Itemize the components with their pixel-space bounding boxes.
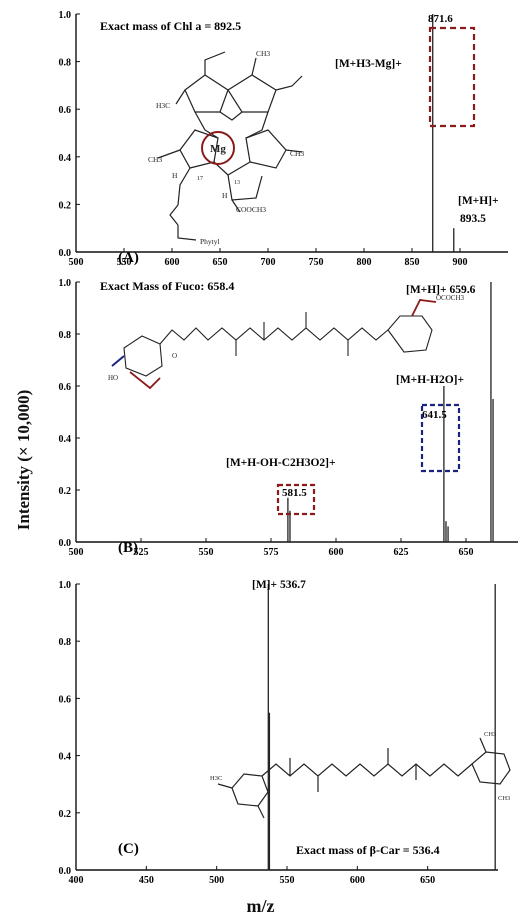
peak-536-label: [M]+ 536.7 bbox=[252, 579, 306, 591]
o-label: O bbox=[172, 352, 177, 360]
h3c-label: H3C bbox=[156, 101, 170, 110]
y-tick-label: 1.0 bbox=[59, 580, 72, 591]
c17-label: 17 bbox=[197, 176, 203, 182]
ch3-label-a: CH3 bbox=[290, 149, 304, 158]
peak-581-ion: [M+H-OH-C2H3O2]+ bbox=[226, 457, 336, 469]
y-tick-label: 0.6 bbox=[59, 694, 72, 705]
ch3-label-c1: CH3 bbox=[484, 731, 496, 738]
y-tick-label: 0.6 bbox=[59, 105, 72, 116]
fucoxanthin-structure bbox=[111, 299, 437, 390]
peak-641-ion: [M+H-H2O]+ bbox=[396, 374, 464, 386]
y-tick-label: 0.4 bbox=[59, 434, 72, 445]
panel-c-peaks bbox=[267, 584, 496, 870]
y-tick-label: 0.0 bbox=[59, 538, 72, 549]
y-tick-label: 0.8 bbox=[59, 330, 72, 341]
peak-659-label: [M+H]+ 659.6 bbox=[406, 284, 476, 296]
x-tick-label: 600 bbox=[165, 257, 180, 268]
x-tick-label: 450 bbox=[139, 875, 154, 886]
panel-a-annotation: Exact mass of Chl a = 892.5 bbox=[100, 19, 241, 33]
peak-871-value: 871.6 bbox=[428, 13, 453, 25]
h3c-label-c: H3C bbox=[210, 775, 222, 782]
panel-b-annotation: Exact Mass of Fuco: 658.4 bbox=[100, 279, 234, 293]
ch3-label-c: CH3 bbox=[148, 155, 162, 164]
panel-a-label: (A) bbox=[118, 250, 139, 266]
x-tick-label: 600 bbox=[350, 875, 365, 886]
y-tick-label: 0.6 bbox=[59, 382, 72, 393]
y-tick-label: 0.2 bbox=[59, 809, 72, 820]
peak-581-value: 581.5 bbox=[282, 487, 307, 499]
ch3-label-c2: CH3 bbox=[498, 795, 510, 802]
panel-a-peaks bbox=[432, 14, 455, 252]
panel-a-axes: 0.0 0.2 0.4 0.6 0.8 1.0 500 550 600 650 700 750 800 8… bbox=[59, 10, 508, 268]
panel-a: 0.0 0.2 0.4 0.6 0.8 1.0 500 550 600 650 700 750 800 8… bbox=[59, 10, 508, 268]
panel-c: 0.0 0.2 0.4 0.6 0.8 1.0 400 450 500 550 600 650 Exa… bbox=[59, 579, 511, 886]
x-tick-label: 550 bbox=[199, 547, 214, 558]
panel-b-peaks bbox=[287, 282, 494, 542]
highlight-box-641 bbox=[420, 403, 461, 473]
x-tick-label: 625 bbox=[394, 547, 409, 558]
x-tick-label: 550 bbox=[117, 257, 132, 268]
y-tick-label: 0.2 bbox=[59, 486, 72, 497]
y-tick-label: 0.8 bbox=[59, 58, 72, 69]
y-tick-label: 1.0 bbox=[59, 10, 72, 21]
y-tick-label: 1.0 bbox=[59, 278, 72, 289]
x-tick-label: 750 bbox=[309, 257, 324, 268]
panel-b-axes: 0.0 0.2 0.4 0.6 0.8 1.0 500 525 550 575 600 625 650 bbox=[59, 278, 518, 558]
highlight-box-581 bbox=[276, 483, 316, 516]
highlight-box-871 bbox=[428, 26, 476, 128]
x-tick-label: 500 bbox=[209, 875, 224, 886]
ho-label: HO bbox=[108, 374, 118, 382]
x-tick-label: 850 bbox=[405, 257, 420, 268]
x-tick-label: 800 bbox=[357, 257, 372, 268]
h-label-b: H bbox=[222, 191, 228, 200]
x-tick-label: 575 bbox=[264, 547, 279, 558]
x-tick-label: 650 bbox=[420, 875, 435, 886]
peak-641-value: 641.5 bbox=[422, 409, 447, 421]
y-tick-label: 0.0 bbox=[59, 866, 72, 877]
panel-b-label: (B) bbox=[118, 540, 138, 556]
chlorophyll-a-structure bbox=[157, 51, 303, 241]
y-tick-label: 0.4 bbox=[59, 153, 72, 164]
h-label-a: H bbox=[172, 171, 178, 180]
c13-label: 13 bbox=[234, 180, 240, 186]
ococh3-label: OCOCH3 bbox=[436, 294, 465, 302]
x-tick-label: 650 bbox=[213, 257, 228, 268]
x-tick-label: 400 bbox=[69, 875, 84, 886]
panel-c-label: (C) bbox=[118, 841, 139, 857]
x-tick-label: 600 bbox=[329, 547, 344, 558]
x-tick-label: 550 bbox=[280, 875, 295, 886]
panel-c-annotation: Exact mass of β-Car = 536.4 bbox=[296, 843, 440, 857]
y-tick-label: 0.8 bbox=[59, 637, 72, 648]
y-tick-label: 0.4 bbox=[59, 752, 72, 763]
cooch3-label: COOCH3 bbox=[236, 205, 266, 214]
peak-871-ion: [M+H3-Mg]+ bbox=[335, 58, 402, 70]
peak-893-ion: [M+H]+ bbox=[458, 195, 499, 207]
x-tick-label: 525 bbox=[134, 547, 149, 558]
x-axis-label: m/z bbox=[246, 896, 275, 916]
mg-label: Mg bbox=[210, 143, 226, 155]
x-tick-label: 650 bbox=[459, 547, 474, 558]
x-tick-label: 700 bbox=[261, 257, 276, 268]
panel-c-axes: 0.0 0.2 0.4 0.6 0.8 1.0 400 450 500 550 600 650 bbox=[59, 580, 498, 886]
y-tick-label: 0.0 bbox=[59, 248, 72, 259]
x-tick-label: 900 bbox=[453, 257, 468, 268]
peak-893-value: 893.5 bbox=[460, 213, 486, 225]
phytyl-label: Phytyl bbox=[200, 237, 220, 246]
y-tick-label: 0.2 bbox=[59, 200, 72, 211]
ch3-label-b: CH3 bbox=[256, 49, 270, 58]
beta-carotene-structure bbox=[217, 737, 511, 819]
x-tick-label: 500 bbox=[69, 547, 84, 558]
x-tick-label: 500 bbox=[69, 257, 84, 268]
